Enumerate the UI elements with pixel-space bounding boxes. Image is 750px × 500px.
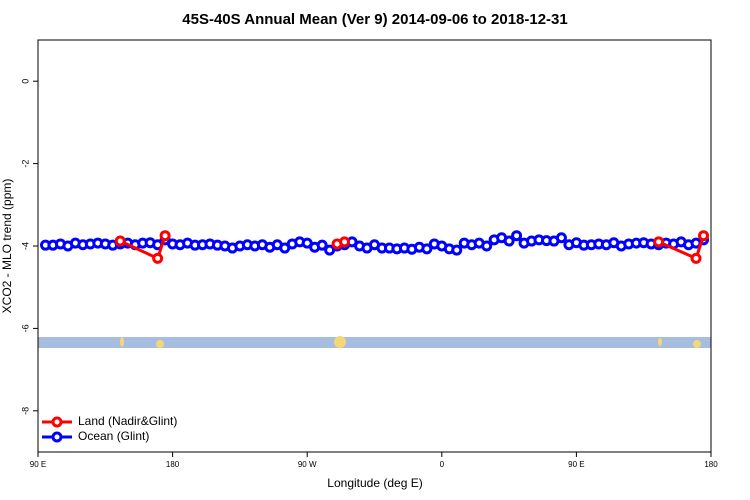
land-mask [693, 340, 701, 348]
x-tick-label: 90 E [30, 460, 46, 469]
legend-marker [51, 416, 63, 428]
x-tick-label: 90 E [568, 460, 584, 469]
x-tick-label: 180 [166, 460, 180, 469]
y-tick-label: 0 [20, 79, 30, 84]
data-point [339, 236, 351, 248]
data-point [159, 230, 171, 242]
y-axis-label: XCO2 - MLO trend (ppm) [0, 179, 14, 314]
legend: Land (Nadir&Glint)Ocean (Glint) [42, 414, 177, 443]
data-point [511, 230, 523, 242]
land-mask [120, 337, 124, 347]
legend-marker [51, 431, 63, 443]
data-point [451, 244, 463, 256]
land-mask [334, 336, 346, 348]
y-tick-label: -2 [20, 160, 30, 168]
legend-label: Land (Nadir&Glint) [78, 414, 177, 428]
data-point [481, 240, 493, 252]
data-point [421, 243, 433, 255]
data-point [152, 252, 164, 264]
data-point [503, 235, 515, 247]
y-tick-label: -4 [20, 242, 30, 250]
x-axis-label: Longitude (deg E) [327, 476, 422, 490]
y-tick-label: -8 [20, 407, 30, 415]
data-point [114, 235, 126, 247]
ocean-mask [38, 337, 711, 348]
data-point [555, 232, 567, 244]
x-tick-label: 90 W [298, 460, 317, 469]
land-mask [658, 338, 662, 346]
data-point [698, 230, 710, 242]
x-tick-label: 0 [440, 460, 445, 469]
chart-title: 45S-40S Annual Mean (Ver 9) 2014-09-06 t… [182, 11, 567, 28]
x-tick-label: 180 [704, 460, 718, 469]
y-tick-label: -6 [20, 324, 30, 332]
data-point [316, 239, 328, 251]
land-mask [156, 340, 164, 348]
legend-label: Ocean (Glint) [78, 429, 149, 443]
surface-mask [38, 336, 711, 348]
data-point [653, 236, 665, 248]
data-point [690, 252, 702, 264]
